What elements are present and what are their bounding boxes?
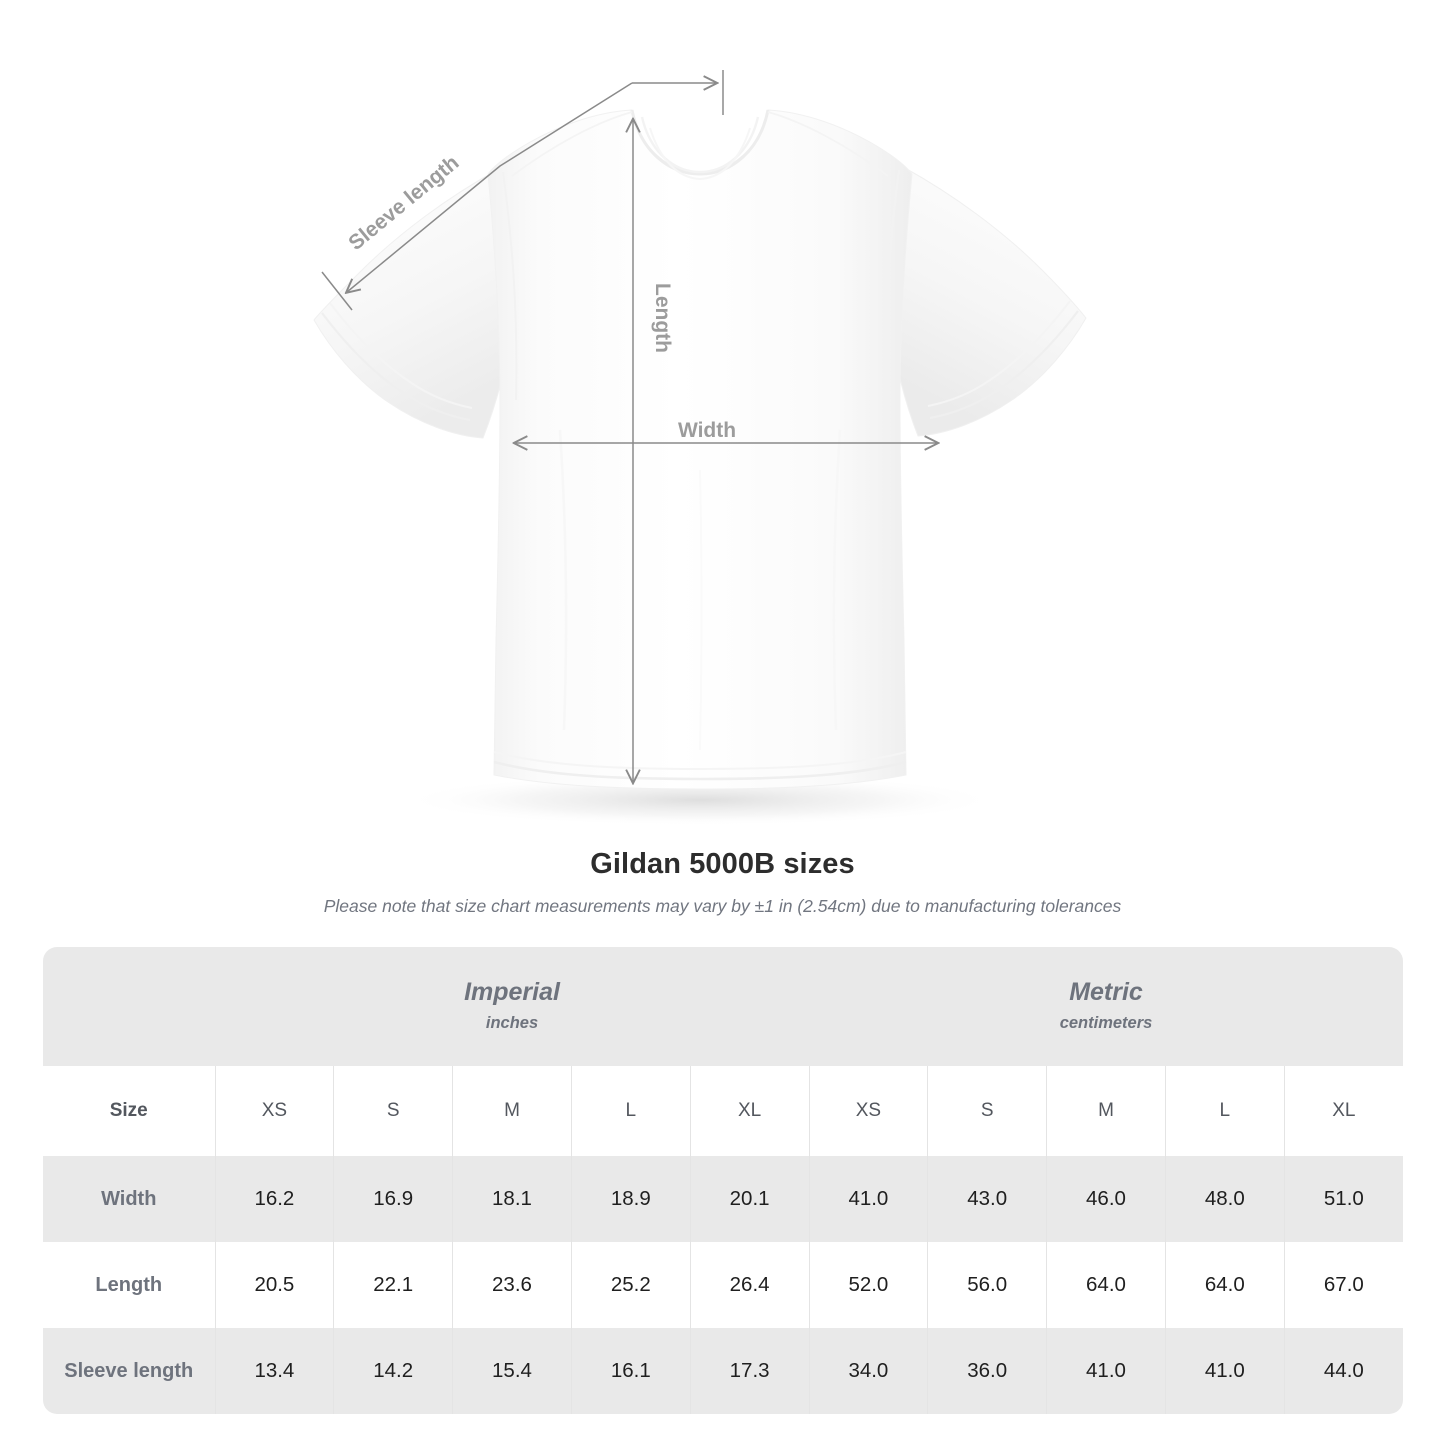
collar-seam	[649, 127, 751, 181]
cell-length-9: 67.0	[1283, 1242, 1404, 1328]
cell-sleeve-2: 15.4	[452, 1328, 572, 1414]
cell-sleeve-1: 14.2	[333, 1328, 453, 1414]
right-sleeve	[882, 167, 1087, 437]
table-row: Length 20.5 22.1 23.6 25.2 26.4 52.0 56.…	[43, 1242, 1404, 1328]
heading-block: Gildan 5000B sizes Please note that size…	[0, 845, 1445, 921]
cell-length-1: 22.1	[333, 1242, 453, 1328]
unit-group-metric: Metric centimeters	[809, 947, 1404, 1066]
shirt-body	[487, 109, 913, 790]
sleeve-diagonal-line	[347, 82, 633, 292]
sleeve-length-dimension	[321, 70, 724, 311]
cell-length-3: 25.2	[570, 1242, 691, 1328]
width-label: Width	[678, 419, 736, 442]
unit-group-imperial: Imperial inches	[215, 947, 809, 1066]
cell-sleeve-6: 36.0	[927, 1328, 1047, 1414]
page-subtitle: Please note that size chart measurements…	[323, 896, 1122, 916]
table-row: Sleeve length 13.4 14.2 15.4 16.1 17.3 3…	[43, 1328, 1404, 1414]
size-header-cell-5: XS	[808, 1066, 928, 1156]
size-header-cell-7: M	[1046, 1066, 1166, 1156]
cell-length-8: 64.0	[1164, 1242, 1285, 1328]
cell-length-7: 64.0	[1046, 1242, 1166, 1328]
size-header-cell-2: M	[452, 1066, 572, 1156]
unit-name-imperial: Imperial	[464, 978, 560, 1006]
size-chart-table-container: Imperial inches Metric centimeters Size …	[43, 947, 1404, 1414]
cell-sleeve-8: 41.0	[1164, 1328, 1285, 1414]
right-armhole-seam	[884, 169, 900, 401]
left-shoulder-seam	[511, 111, 633, 177]
cell-width-3: 18.9	[570, 1156, 691, 1242]
page-title: Gildan 5000B sizes	[590, 848, 855, 880]
row-label-length: Length	[43, 1242, 215, 1328]
cell-sleeve-0: 13.4	[214, 1328, 334, 1414]
size-header-cell-1: S	[333, 1066, 453, 1156]
table-row: Width 16.2 16.9 18.1 18.9 20.1 41.0 43.0…	[43, 1156, 1404, 1242]
size-chart-table: Imperial inches Metric centimeters Size …	[43, 947, 1404, 1414]
row-label-width: Width	[43, 1156, 215, 1242]
size-header-label: Size	[43, 1066, 215, 1156]
right-sleeve-hem	[929, 310, 1079, 420]
right-shoulder-seam	[767, 111, 889, 177]
size-header-cell-4: XL	[689, 1066, 809, 1156]
cell-width-4: 20.1	[689, 1156, 809, 1242]
size-header-cell-8: L	[1164, 1066, 1285, 1156]
cell-width-5: 41.0	[808, 1156, 928, 1242]
unit-banner-spacer	[43, 947, 215, 1066]
shirt-measurement-diagram: Sleeve length Length Width	[313, 70, 1087, 826]
cell-length-0: 20.5	[214, 1242, 334, 1328]
left-sleeve	[313, 169, 520, 439]
cell-sleeve-7: 41.0	[1046, 1328, 1166, 1414]
unit-name-metric: Metric	[1069, 978, 1143, 1006]
shirt-silhouette	[313, 109, 1087, 790]
cell-width-6: 43.0	[927, 1156, 1047, 1242]
cell-width-2: 18.1	[452, 1156, 572, 1242]
collar-ribbing	[630, 109, 770, 176]
cell-sleeve-5: 34.0	[808, 1328, 928, 1414]
collar-inner	[640, 116, 760, 174]
cell-width-9: 51.0	[1283, 1156, 1404, 1242]
size-header-row: Size XS S M L XL XS S M L XL	[43, 1066, 1404, 1156]
size-header-cell-9: XL	[1283, 1066, 1404, 1156]
shirt-drop-shadow	[400, 774, 1000, 826]
left-sleeve-hem	[321, 312, 471, 422]
size-header-cell-0: XS	[214, 1066, 334, 1156]
cell-sleeve-4: 17.3	[689, 1328, 809, 1414]
cell-length-6: 56.0	[927, 1242, 1047, 1328]
bottom-hem	[493, 760, 907, 781]
cell-width-7: 46.0	[1046, 1156, 1166, 1242]
cell-length-2: 23.6	[452, 1242, 572, 1328]
cell-length-4: 26.4	[689, 1242, 809, 1328]
sleeve-end-tick	[321, 271, 353, 311]
size-header-cell-6: S	[927, 1066, 1047, 1156]
cell-width-1: 16.9	[333, 1156, 453, 1242]
unit-banner-row: Imperial inches Metric centimeters	[43, 947, 1404, 1066]
cell-sleeve-3: 16.1	[570, 1328, 691, 1414]
length-label: Length	[651, 283, 674, 353]
cell-length-5: 52.0	[808, 1242, 928, 1328]
row-label-sleeve-length: Sleeve length	[43, 1328, 215, 1414]
size-header-cell-3: L	[570, 1066, 691, 1156]
cell-width-0: 16.2	[214, 1156, 334, 1242]
left-armhole-seam	[502, 171, 518, 401]
cell-sleeve-9: 44.0	[1283, 1328, 1404, 1414]
unit-sub-metric: centimeters	[1059, 1014, 1153, 1032]
unit-sub-imperial: inches	[485, 1014, 539, 1032]
cell-width-8: 48.0	[1164, 1156, 1285, 1242]
